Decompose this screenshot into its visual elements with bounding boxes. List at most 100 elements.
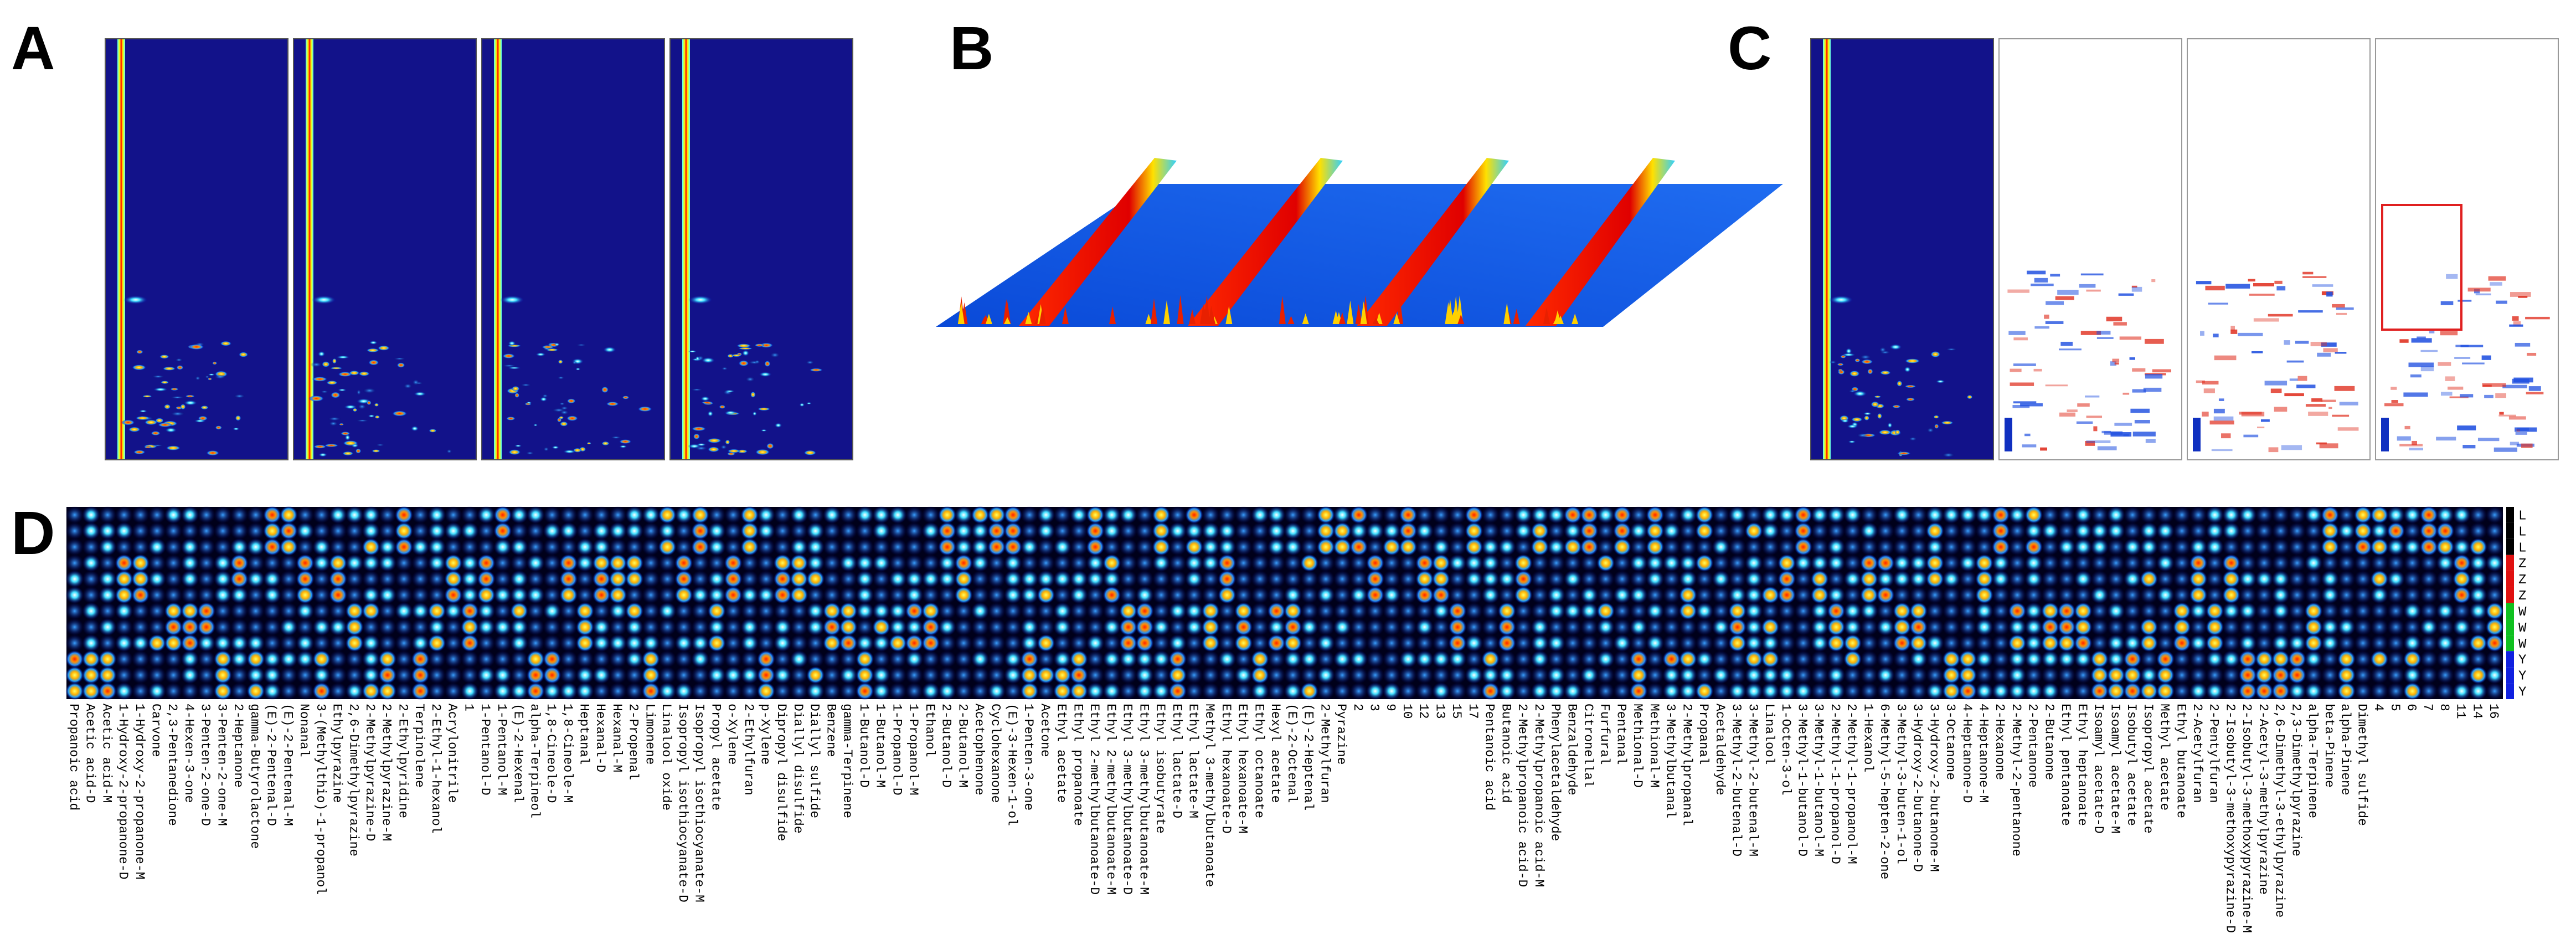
fingerprint-cell (2057, 522, 2076, 540)
fingerprint-cell (362, 538, 380, 556)
fingerprint-cell (1037, 634, 1055, 652)
fingerprint-cell (2123, 506, 2142, 524)
fingerprint-cell (921, 554, 940, 572)
fingerprint-cell (2453, 650, 2471, 668)
signal-spot (1861, 359, 1873, 365)
fingerprint-cell (1810, 650, 1829, 668)
fingerprint-cell (2172, 602, 2191, 620)
compound-label: 2-Isobutyl-3-methoxypyrazine-D (2223, 704, 2237, 933)
fingerprint-cell (2172, 618, 2191, 636)
fingerprint-cell (345, 570, 364, 588)
fingerprint-cell (609, 570, 627, 588)
fingerprint-cell (164, 570, 183, 588)
fingerprint-cell (1778, 586, 1796, 604)
spectrum-background (293, 39, 476, 460)
fingerprint-cell (312, 618, 331, 636)
fingerprint-cell (1514, 522, 1533, 540)
fingerprint-cell (263, 554, 281, 572)
difference-spot (2196, 380, 2205, 383)
fingerprint-cell (1432, 522, 1450, 540)
fingerprint-cell (889, 554, 907, 572)
compound-label: Diallyl sulfide (807, 704, 822, 818)
fingerprint-cell (1234, 650, 1253, 668)
fingerprint-cell (2370, 522, 2389, 540)
fingerprint-cell (1827, 634, 1846, 652)
fingerprint-cell (954, 522, 973, 540)
fingerprint-cell (1399, 506, 1418, 524)
fingerprint-cell (1168, 650, 1187, 668)
fingerprint-cell (905, 538, 924, 556)
difference-spot (2512, 378, 2529, 384)
fingerprint-cell (642, 602, 660, 620)
fingerprint-cell (1843, 650, 1862, 668)
fingerprint-cell (592, 634, 611, 652)
fingerprint-cell (477, 506, 496, 524)
difference-spot (2440, 331, 2458, 336)
fingerprint-cell (2485, 586, 2504, 604)
fingerprint-cell (345, 538, 364, 556)
fingerprint-cell (1086, 522, 1105, 540)
fingerprint-cell (2387, 634, 2405, 652)
fingerprint-cell (2469, 586, 2487, 604)
fingerprint-cell (773, 506, 792, 524)
fingerprint-cell (2353, 506, 2372, 524)
difference-spot (2145, 338, 2164, 344)
fingerprint-cell (2074, 554, 2093, 572)
difference-spot (2515, 342, 2531, 347)
difference-spot (2020, 403, 2043, 407)
fingerprint-cell (2074, 618, 2093, 636)
fingerprint-cell (131, 554, 150, 572)
fingerprint-cell (2255, 586, 2274, 604)
signal-spot (806, 402, 812, 405)
fingerprint-cell (790, 634, 808, 652)
fingerprint-cell (987, 506, 1006, 524)
fingerprint-cell (230, 650, 249, 668)
fingerprint-cell (1810, 602, 1829, 620)
difference-spot (2510, 292, 2531, 297)
fingerprint-cell (559, 522, 578, 540)
difference-spot (2151, 279, 2156, 283)
rip-ridge (1357, 158, 1509, 326)
fingerprint-cell (115, 618, 133, 636)
fingerprint-cell (1827, 666, 1846, 684)
fingerprint-cell (938, 506, 956, 524)
fingerprint-cell (444, 602, 462, 620)
fingerprint-cell (2271, 506, 2290, 524)
fingerprint-cell (757, 618, 775, 636)
fingerprint-cell (1893, 554, 1912, 572)
fingerprint-cell (757, 538, 775, 556)
fingerprint-cell (214, 602, 232, 620)
fingerprint-cell (625, 570, 644, 588)
fingerprint-cell (1695, 666, 1714, 684)
compound-label: Butanoic acid (1498, 704, 1513, 803)
fingerprint-cell (329, 570, 347, 588)
fingerprint-cell (674, 506, 693, 524)
fingerprint-cell (1514, 602, 1533, 620)
fingerprint-cell (1925, 586, 1944, 604)
fingerprint-cell (1465, 634, 1483, 652)
compound-label: 15 (1449, 704, 1464, 719)
fingerprint-cell (921, 522, 940, 540)
fingerprint-cell (1860, 634, 1878, 652)
fingerprint-cell (1712, 650, 1730, 668)
signal-spot (348, 370, 360, 376)
fingerprint-cell (1037, 554, 1055, 572)
compound-label: 3-Penten-2-one-D (198, 704, 213, 826)
difference-spot (2276, 286, 2286, 291)
fingerprint-cell (461, 682, 479, 700)
fingerprint-cell (740, 506, 759, 524)
fingerprint-cell (2057, 554, 2076, 572)
fingerprint-cell (2387, 586, 2405, 604)
compound-label: Ethyl heptanoate (2075, 704, 2089, 826)
fingerprint-cell (493, 586, 512, 604)
fingerprint-cell (790, 538, 808, 556)
compound-label: 2-Ethylfuran (741, 704, 756, 796)
fingerprint-cell (395, 602, 413, 620)
fingerprint-cell (1020, 570, 1039, 588)
difference-spot (2132, 368, 2146, 372)
fingerprint-cell (1284, 506, 1302, 524)
fingerprint-cell (2222, 554, 2240, 572)
fingerprint-cell (477, 634, 496, 652)
difference-spot (2482, 383, 2506, 387)
fingerprint-cell (1991, 634, 2010, 652)
